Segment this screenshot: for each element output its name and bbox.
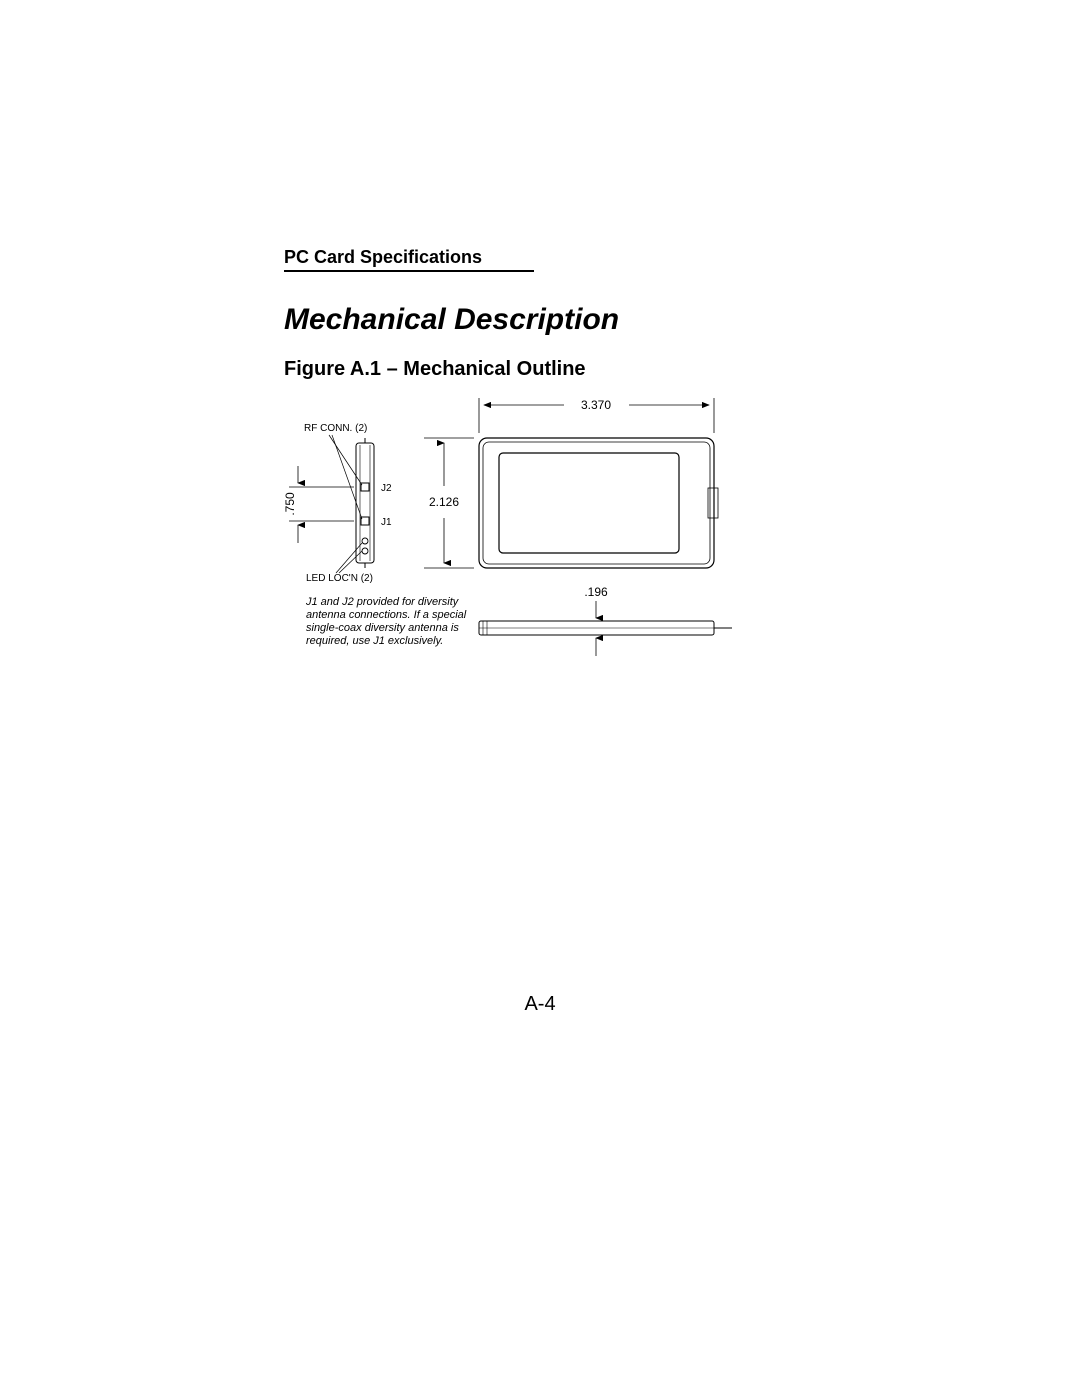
page: PC Card Specifications Mechanical Descri… <box>0 0 1080 1397</box>
note-line-0: J1 and J2 provided for diversity <box>305 596 460 608</box>
callout-rf-conn: RF CONN. (2) <box>304 423 367 519</box>
figure-title: Figure A.1 – Mechanical Outline <box>284 358 586 381</box>
side-view <box>479 621 732 635</box>
header-rule <box>284 270 534 272</box>
top-view <box>479 438 718 568</box>
dim-conn-spacing: .750 <box>284 466 354 543</box>
diagram-note: J1 and J2 provided for diversity antenna… <box>305 596 467 647</box>
end-view <box>356 438 374 568</box>
dim-height: 2.126 <box>424 438 474 568</box>
dim-height-label: 2.126 <box>429 495 459 509</box>
dim-width: 3.370 <box>479 398 714 433</box>
dim-width-label: 3.370 <box>581 398 611 412</box>
section-title: Mechanical Description <box>284 303 619 337</box>
dim-thickness-label: .196 <box>584 585 608 599</box>
label-j2: J2 <box>381 483 392 494</box>
mechanical-outline-diagram: 3.370 2.126 <box>284 383 804 713</box>
header-section-label: PC Card Specifications <box>284 247 482 268</box>
label-led: LED LOC'N (2) <box>306 573 373 584</box>
page-number: A-4 <box>0 993 1080 1016</box>
note-line-2: single-coax diversity antenna is <box>306 622 459 634</box>
label-rf-conn: RF CONN. (2) <box>304 423 367 434</box>
dim-conn-spacing-label: .750 <box>284 492 297 516</box>
note-line-1: antenna connections. If a special <box>306 609 467 621</box>
label-j1: J1 <box>381 517 392 528</box>
note-line-3: required, use J1 exclusively. <box>306 635 443 647</box>
